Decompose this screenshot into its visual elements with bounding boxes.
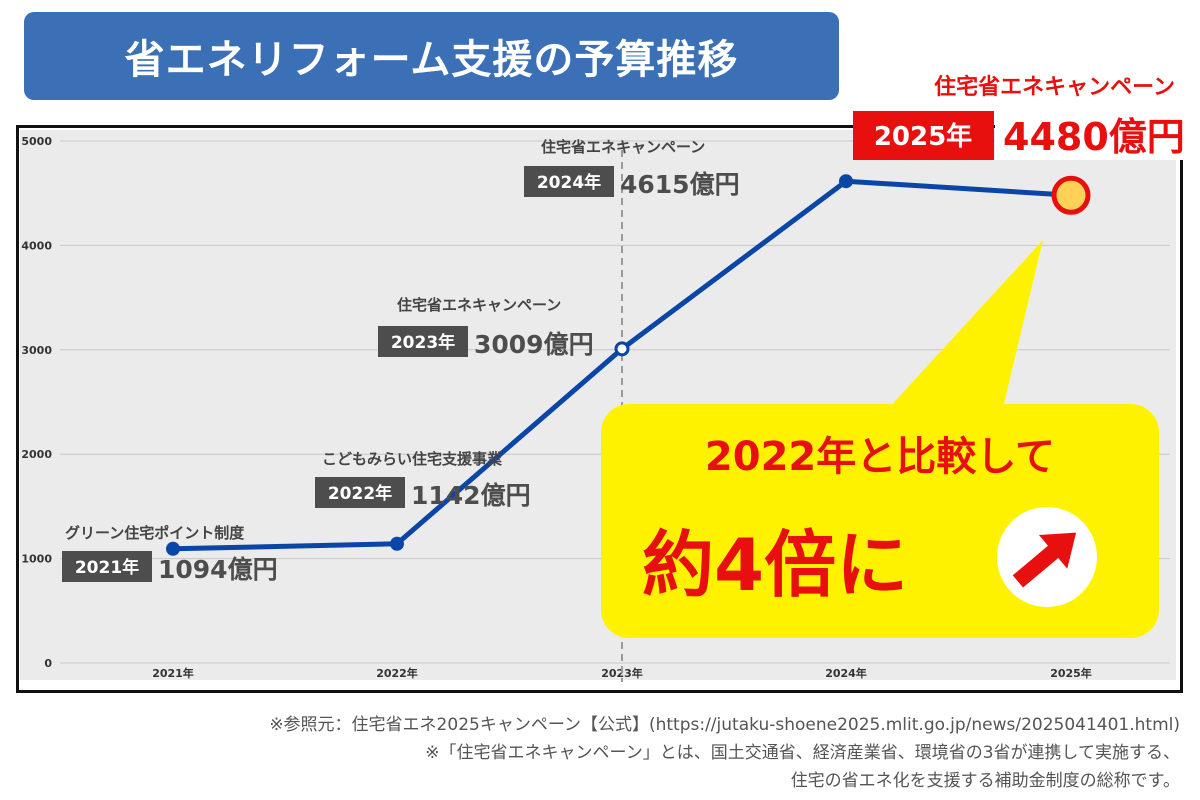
- year-tag-label: 2023年: [391, 332, 455, 353]
- program-label: こどもみらい住宅支援事業: [322, 450, 503, 468]
- callout-line-1: 2022年と比較して: [705, 434, 1055, 480]
- y-tick-label: 2000: [21, 448, 52, 461]
- callout-pointer: [885, 240, 1043, 412]
- year-tag-label: 2022年: [328, 483, 392, 504]
- data-point: [166, 541, 180, 556]
- year-tag-label: 2021年: [75, 557, 139, 578]
- x-tick-label: 2021年: [152, 666, 194, 680]
- x-tick-label: 2024年: [825, 666, 867, 680]
- y-tick-label: 1000: [21, 553, 52, 566]
- year-tag: [378, 326, 468, 357]
- year-tag-label: 2024年: [537, 172, 601, 193]
- highlight-point-2025: [1051, 175, 1091, 215]
- program-label: 住宅省エネキャンペーン: [397, 296, 561, 314]
- arrow-up-right-icon: [1012, 532, 1077, 588]
- data-point: [614, 341, 630, 357]
- program-label: 住宅省エネキャンペーン: [541, 138, 705, 156]
- callout-line-2: 約4倍に: [642, 523, 908, 607]
- budget-amount-label: 3009億円: [474, 330, 594, 359]
- arrow-shape: [1012, 532, 1077, 588]
- data-point: [839, 174, 853, 189]
- footnote-definition: ※「住宅省エネキャンペーン」とは、国土交通省、経済産業省、環境省の3省が連携して…: [425, 743, 1180, 763]
- title-banner: 省エネリフォーム支援の予算推移: [24, 12, 839, 100]
- footnote-source: ※参照元：住宅省エネ2025キャンペーン【公式】(https://jutaku-…: [269, 715, 1180, 735]
- year-tag: [315, 477, 405, 508]
- y-tick-label: 4000: [21, 239, 52, 252]
- budget-amount-label: 1094億円: [158, 555, 278, 584]
- program-label-2025: 住宅省エネキャンペーン: [934, 74, 1175, 100]
- year-tag: [62, 551, 152, 582]
- footnote-definition-cont: 住宅の省エネ化を支援する補助金制度の総称です。: [790, 771, 1180, 791]
- budget-amount-label: 4615億円: [620, 170, 740, 199]
- y-tick-label: 0: [44, 657, 52, 670]
- budget-line-chart: 0 1000 2000 3000 4000 5000 2021年 2022年 2023年 2024…: [20, 74, 1187, 682]
- budget-amount-label-2025: 4480億円: [1003, 115, 1185, 159]
- year-tag: [524, 166, 614, 197]
- budget-amount-label: 1142億円: [411, 481, 531, 510]
- year-tag-2025: [853, 111, 994, 160]
- year-tag-label-2025: 2025年: [874, 121, 972, 152]
- page-title: 省エネリフォーム支援の予算推移: [124, 37, 739, 83]
- x-tick-label: 2025年: [1050, 666, 1092, 680]
- amount-bg-2025: [995, 108, 1187, 160]
- y-tick-label: 3000: [21, 344, 52, 357]
- data-point: [390, 536, 404, 551]
- y-tick-label: 5000: [21, 135, 52, 148]
- x-tick-label: 2022年: [376, 666, 418, 680]
- program-label: グリーン住宅ポイント制度: [65, 524, 245, 542]
